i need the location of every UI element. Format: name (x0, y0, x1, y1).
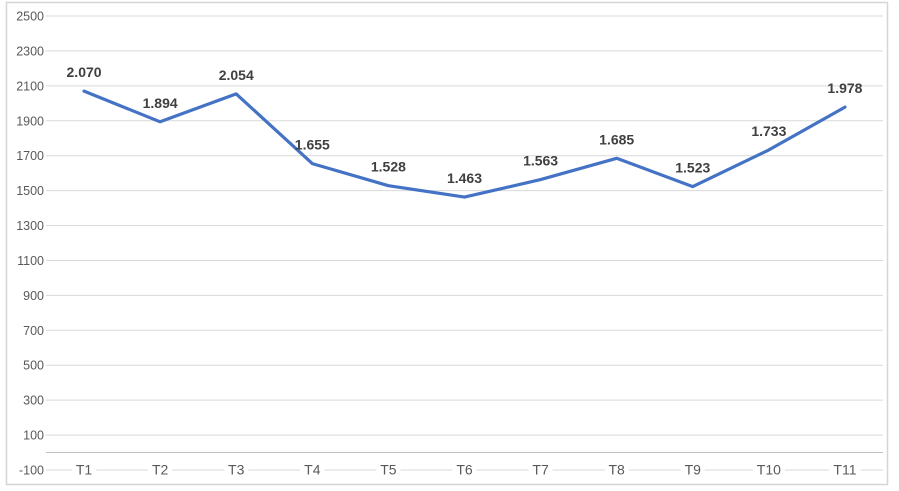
x-axis-tick-label: T3 (228, 462, 245, 478)
x-axis-label-backing (72, 461, 97, 478)
x-axis-label-backing (452, 461, 477, 478)
x-axis-tick-label: T1 (76, 462, 93, 478)
y-axis-tick-label: 1100 (17, 254, 44, 268)
x-axis-label-backing (604, 461, 629, 478)
data-label: 1.978 (827, 80, 862, 96)
y-axis-tick-label: 1500 (16, 184, 44, 198)
data-label: 1.523 (675, 160, 710, 176)
x-axis-tick-label: T5 (380, 462, 397, 478)
y-axis-tick-label: 700 (23, 324, 44, 338)
data-label: 1.655 (295, 137, 330, 153)
y-axis-tick-label: 2500 (16, 10, 44, 24)
x-axis-label-backing (828, 461, 861, 478)
x-axis-label-backing (148, 461, 173, 478)
data-label: 1.463 (447, 170, 482, 186)
x-axis-tick-label: T6 (456, 462, 473, 478)
x-axis-tick-label: T9 (685, 462, 702, 478)
x-axis-label-backing (300, 461, 325, 478)
data-label: 1.733 (751, 123, 786, 139)
y-axis-tick-label: 1700 (16, 149, 44, 163)
x-axis-label-backing (224, 461, 249, 478)
x-axis-label-backing (680, 461, 705, 478)
data-label: 2.070 (67, 64, 102, 80)
data-label: 1.894 (143, 95, 178, 111)
x-axis-tick-label: T2 (152, 462, 169, 478)
data-label: 1.563 (523, 153, 558, 169)
chart-border (5, 1, 889, 486)
data-label: 1.685 (599, 131, 634, 147)
y-axis-tick-label: 2300 (16, 44, 44, 58)
y-axis-tick-label: 500 (23, 359, 44, 373)
y-axis-tick-label: 1900 (16, 114, 44, 128)
x-axis-tick-label: T4 (304, 462, 321, 478)
x-axis-label-backing (528, 461, 553, 478)
series-line (82, 89, 847, 199)
x-axis-tick-label: T10 (757, 462, 781, 478)
y-axis-tick-label: -100 (19, 464, 44, 478)
y-axis-tick-label: 100 (23, 429, 44, 443)
x-axis-tick-label: T11 (833, 462, 856, 478)
y-axis-tick-label: 300 (23, 394, 44, 408)
y-axis-tick-label: 900 (23, 289, 44, 303)
data-label: 2.054 (219, 67, 254, 83)
data-label: 1.528 (371, 159, 406, 175)
x-axis-tick-label: T7 (532, 462, 549, 478)
x-axis-label-backing (376, 461, 401, 478)
x-axis-tick-label: T8 (609, 462, 626, 478)
y-axis-tick-label: 1300 (16, 219, 44, 233)
y-axis-tick-label: 2100 (16, 79, 44, 93)
x-axis-label-backing (752, 461, 785, 478)
